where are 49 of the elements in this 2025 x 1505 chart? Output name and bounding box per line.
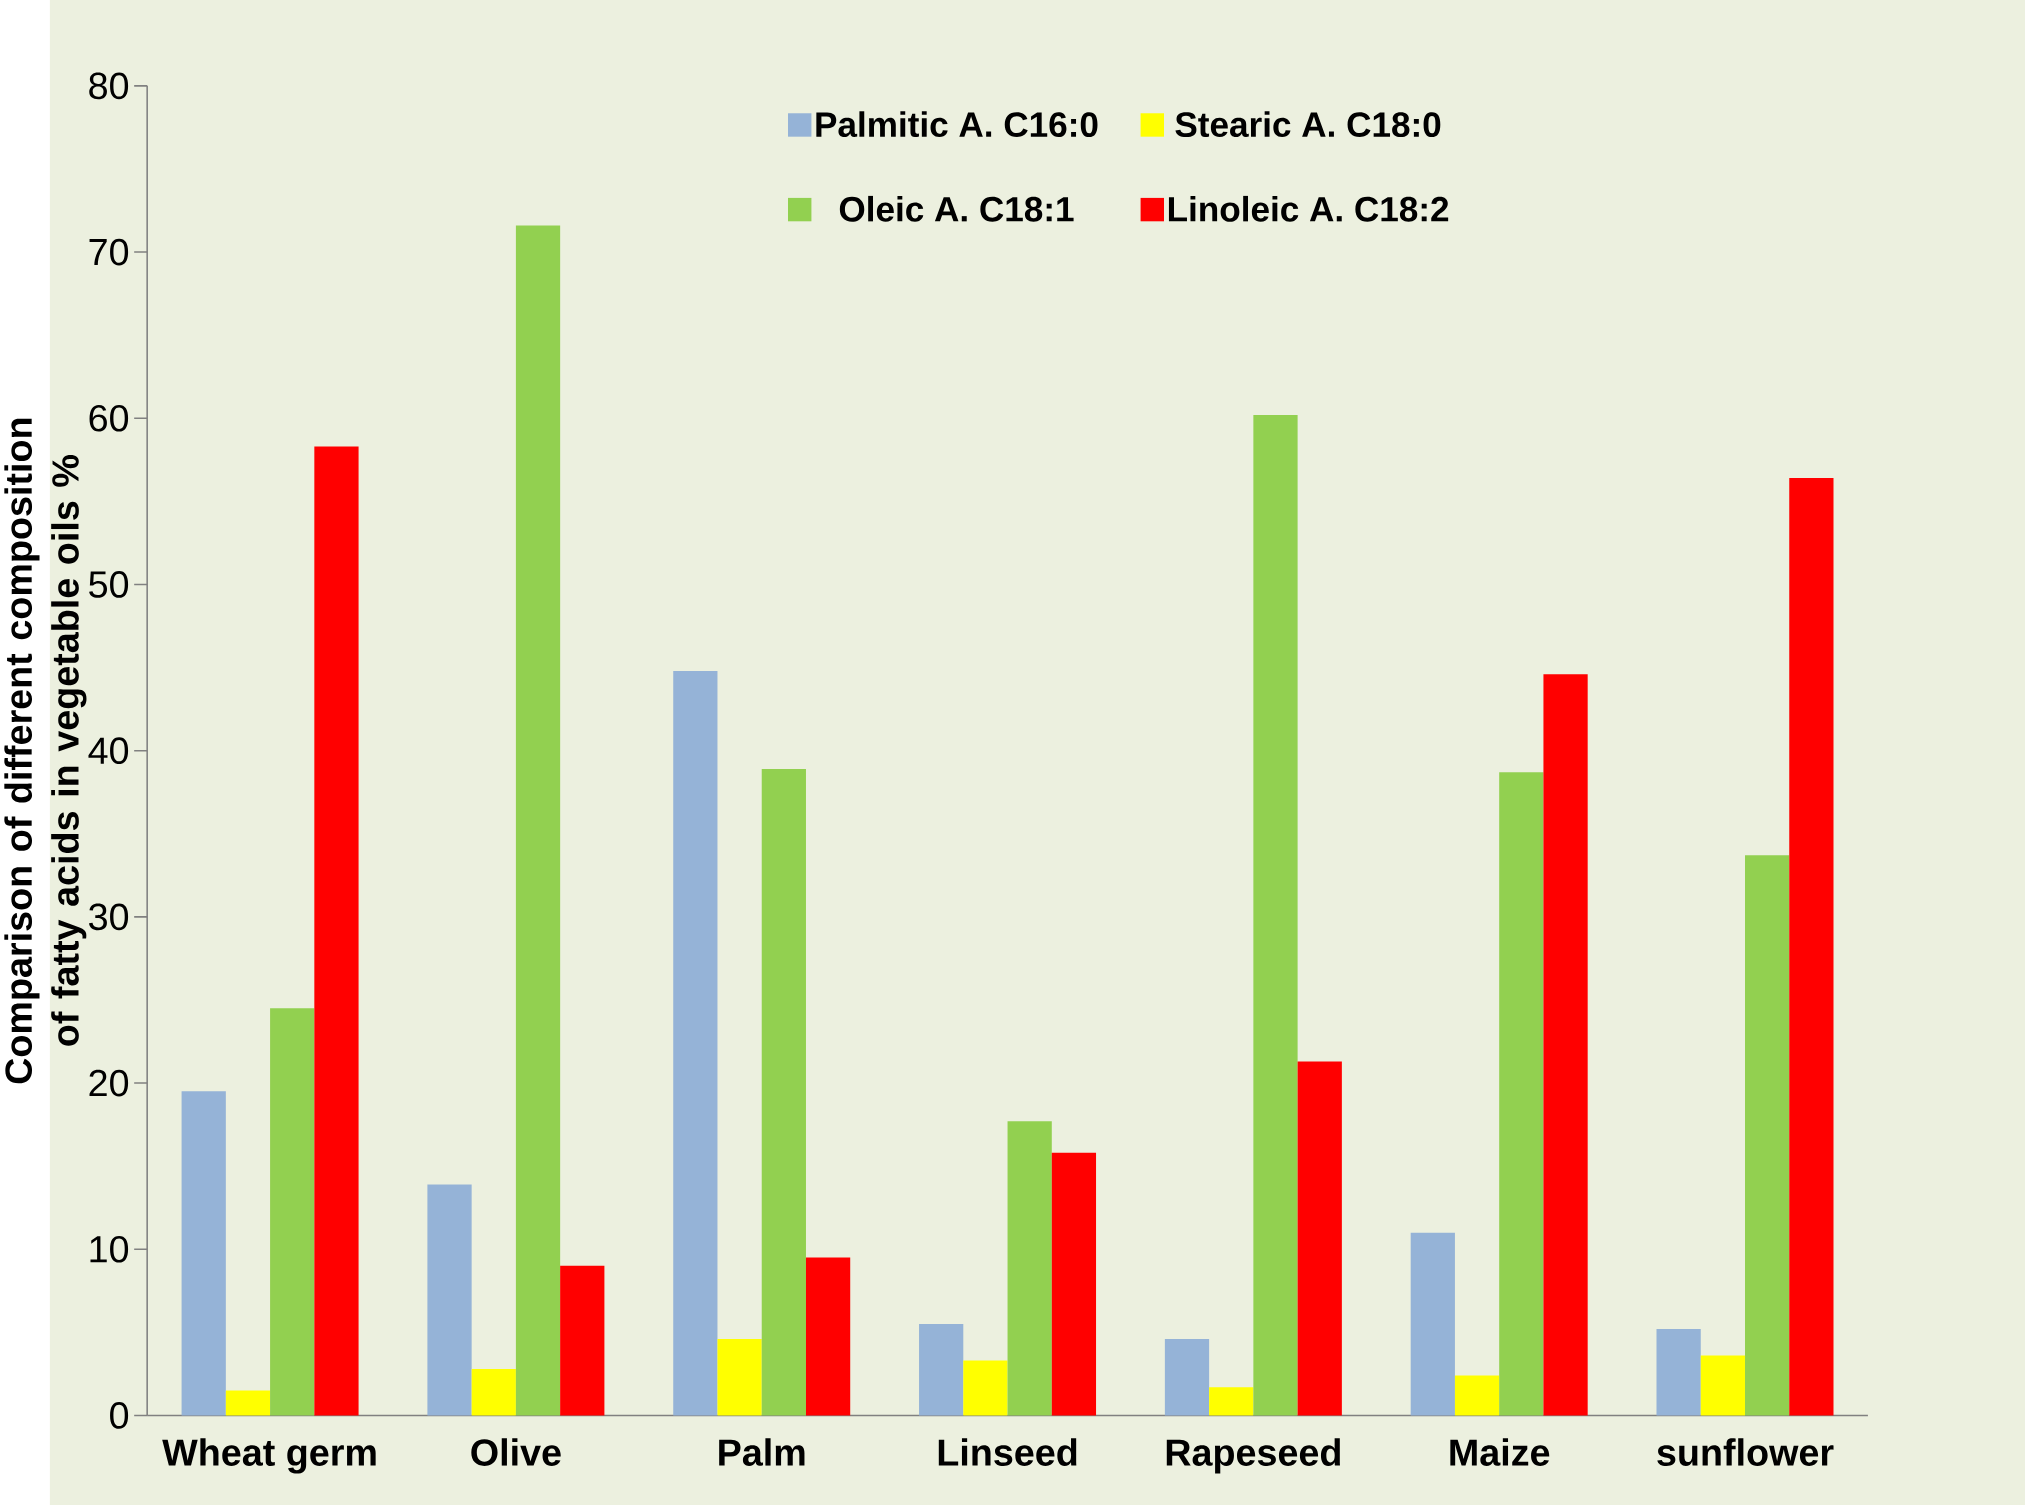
y-tick-label: 10 [90, 1235, 129, 1263]
y-tick-label: 60 [89, 404, 129, 432]
y-tick-label: 0 [110, 1402, 129, 1429]
legend-label: Stearic A. C18:0 [1175, 111, 1441, 137]
bar [1051, 1152, 1097, 1416]
x-tick-label: Olive [471, 1438, 561, 1466]
y-axis-title: Comparison of different composition of fatty acids in vegetable oils % [4, 418, 87, 1084]
bar [1700, 1355, 1746, 1416]
y-tick-label: 20 [89, 1069, 129, 1097]
bar [761, 768, 806, 1416]
y-tick-label: 30 [89, 903, 129, 931]
y-tick-label: 80 [89, 72, 129, 100]
bar [805, 1257, 851, 1416]
bar [1410, 1232, 1455, 1416]
bar [427, 1184, 472, 1416]
y-tick-label: 50 [89, 571, 129, 598]
legend-label: Linoleic A. C18:2 [1168, 195, 1449, 222]
x-tick-label: sunflower [1657, 1438, 1834, 1466]
x-tick-label: Maize [1450, 1438, 1550, 1466]
bar [314, 446, 359, 1416]
bar [181, 1091, 226, 1416]
bar [471, 1368, 516, 1416]
legend-label: Oleic A. C18:1 [839, 195, 1074, 222]
bar [1543, 674, 1588, 1416]
bar [673, 670, 718, 1416]
legend-label: Palmitic A. C16:0 [816, 111, 1098, 137]
bar [270, 1008, 315, 1416]
bar [1253, 414, 1298, 1416]
bar [1454, 1375, 1500, 1416]
bar [1656, 1328, 1701, 1416]
bar [225, 1390, 271, 1416]
bar [1164, 1338, 1210, 1416]
bar [919, 1323, 964, 1416]
bar [515, 225, 561, 1416]
x-tick-label: Linseed [938, 1438, 1077, 1466]
bar [1209, 1387, 1254, 1416]
x-tick-label: Palm [719, 1438, 805, 1466]
x-tick-label: Wheat germ [162, 1438, 376, 1474]
bar [1745, 855, 1790, 1416]
bar [1007, 1121, 1052, 1416]
bar [1297, 1061, 1342, 1416]
bar [1499, 772, 1544, 1416]
bar [560, 1265, 605, 1416]
y-tick-label: 70 [89, 238, 129, 266]
bar [963, 1360, 1008, 1416]
bar [717, 1338, 762, 1416]
x-tick-label: Rapeseed [1166, 1438, 1340, 1474]
bar [1789, 478, 1834, 1416]
y-tick-label: 40 [88, 737, 129, 764]
